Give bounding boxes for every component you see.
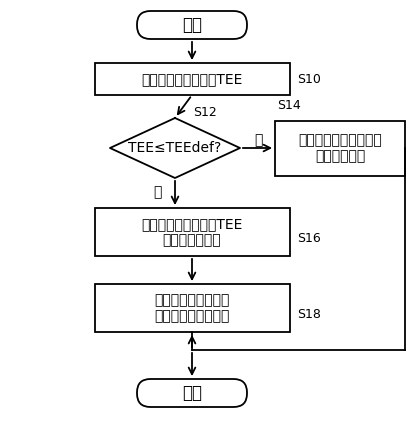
Bar [95, 284, 290, 332]
Text: 利用所计算出的停车
时间来生成行驶计划: 利用所计算出的停车 时间来生成行驶计划 [154, 293, 229, 323]
Text: S16: S16 [298, 232, 321, 245]
Text: 计算推断上下车时间TEE: 计算推断上下车时间TEE [142, 72, 243, 86]
Text: 设为停车时间一分钟而
生成行驶计划: 设为停车时间一分钟而 生成行驶计划 [298, 133, 382, 163]
FancyBboxPatch shape [137, 11, 247, 39]
Text: 返回: 返回 [182, 384, 202, 402]
Text: 否: 否 [153, 185, 161, 199]
Text: TEE≤TEEdef?: TEE≤TEEdef? [128, 141, 222, 155]
Text: 开始: 开始 [182, 16, 202, 34]
Polygon shape [110, 118, 240, 178]
Bar [95, 63, 290, 95]
Bar [95, 208, 290, 256]
Text: S10: S10 [298, 73, 321, 85]
Text: S14: S14 [277, 99, 301, 112]
Text: S12: S12 [193, 105, 217, 118]
FancyBboxPatch shape [137, 379, 247, 407]
Text: S18: S18 [298, 307, 321, 320]
Text: 基于推断上下车时间TEE
而计算停车时间: 基于推断上下车时间TEE 而计算停车时间 [142, 217, 243, 247]
Bar [275, 120, 405, 175]
Text: 是: 是 [254, 133, 262, 147]
